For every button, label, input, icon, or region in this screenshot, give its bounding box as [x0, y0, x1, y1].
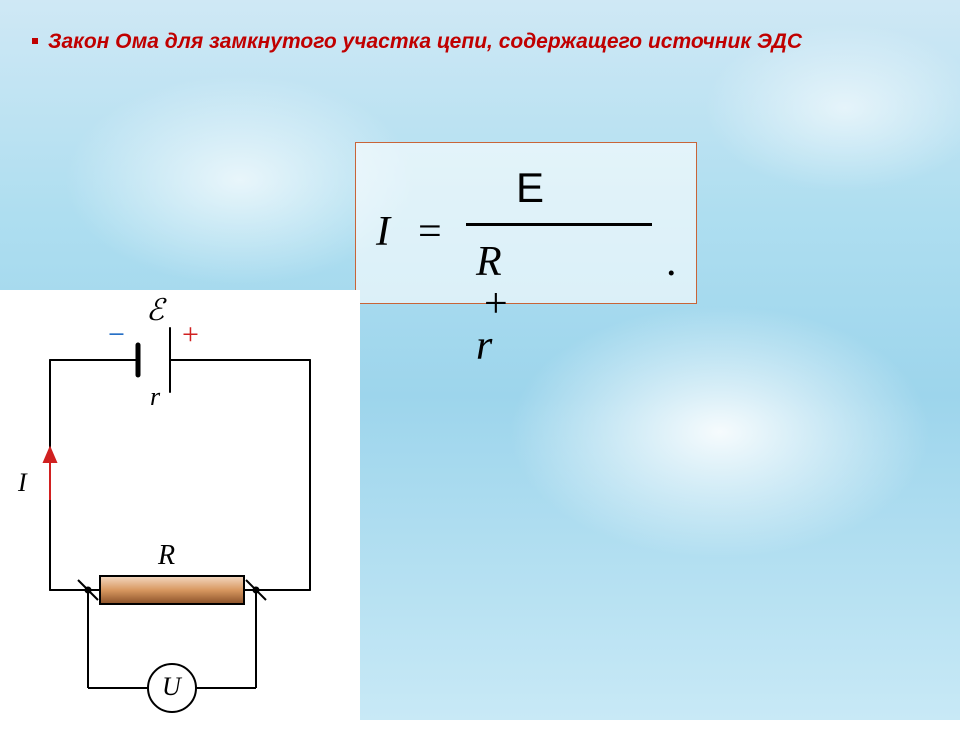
denom-r: r: [476, 323, 492, 369]
current-label: I: [18, 468, 27, 498]
resistor-body: [100, 576, 244, 604]
denom-R: R: [476, 239, 502, 285]
formula-period: .: [666, 241, 677, 283]
formula-equals: =: [418, 211, 442, 253]
title-text: Закон Ома для замкнутого участка цепи, с…: [48, 30, 802, 53]
emf-label: ℰ: [146, 293, 164, 328]
formula-lhs: I: [376, 211, 390, 253]
minus-sign: −: [108, 318, 125, 352]
page-title: Закон Ома для замкнутого участка цепи, с…: [32, 30, 802, 54]
fraction-bar: [466, 223, 652, 226]
internal-r-label: r: [150, 382, 160, 412]
bullet-icon: [32, 38, 38, 44]
denom-plus: +: [476, 281, 516, 327]
formula-denominator: R + r: [476, 241, 516, 367]
plus-sign: +: [182, 318, 199, 352]
formula-box: I = E R + r .: [355, 142, 697, 304]
voltmeter-label: U: [162, 672, 181, 702]
formula-numerator: E: [516, 167, 544, 209]
circuit-svg: [0, 290, 360, 730]
circuit-diagram: ℰ − + r I R U: [0, 290, 360, 730]
resistor-label: R: [158, 540, 175, 572]
